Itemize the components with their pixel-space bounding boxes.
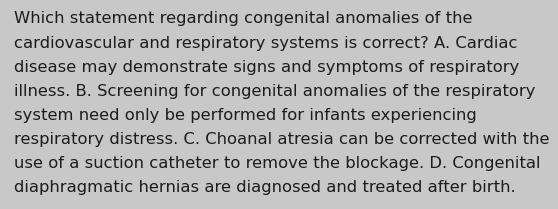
Text: system need only be performed for infants experiencing: system need only be performed for infant…	[14, 108, 477, 123]
Text: cardiovascular and respiratory systems is correct? A. Cardiac: cardiovascular and respiratory systems i…	[14, 36, 517, 51]
Text: use of a suction catheter to remove the blockage. D. Congenital: use of a suction catheter to remove the …	[14, 156, 541, 171]
Text: Which statement regarding congenital anomalies of the: Which statement regarding congenital ano…	[14, 11, 473, 27]
Text: disease may demonstrate signs and symptoms of respiratory: disease may demonstrate signs and sympto…	[14, 60, 519, 75]
Text: diaphragmatic hernias are diagnosed and treated after birth.: diaphragmatic hernias are diagnosed and …	[14, 180, 516, 195]
Text: illness. B. Screening for congenital anomalies of the respiratory: illness. B. Screening for congenital ano…	[14, 84, 536, 99]
Text: respiratory distress. C. Choanal atresia can be corrected with the: respiratory distress. C. Choanal atresia…	[14, 132, 550, 147]
